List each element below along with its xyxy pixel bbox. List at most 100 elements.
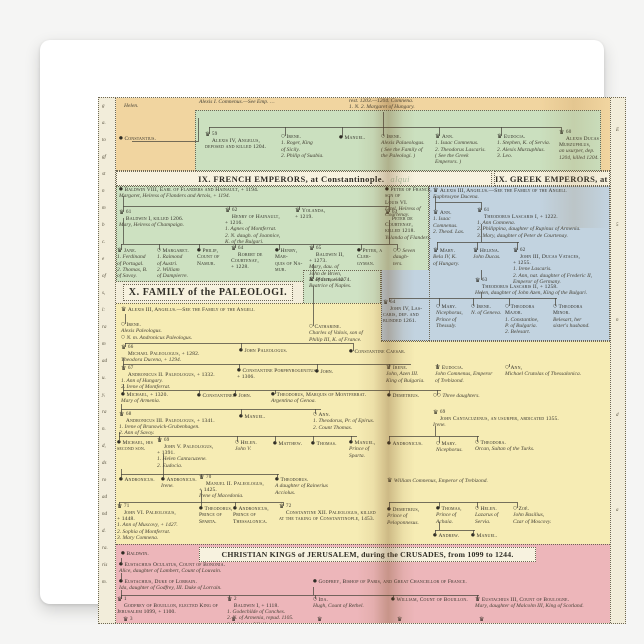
- person-name: Manuel.: [244, 414, 266, 420]
- person-details: Mary of Armenia.: [121, 398, 161, 405]
- female-circle-icon: ○: [436, 441, 440, 446]
- connector-line: [351, 436, 352, 442]
- male-bullet-icon: ●: [349, 349, 353, 354]
- person-details: Beatrice of Naples.: [309, 283, 352, 290]
- person-name: Ann.: [318, 412, 331, 418]
- connector-line: [435, 202, 481, 203]
- person-name: Irene.: [286, 134, 301, 140]
- person-name: Theodorus Lascaris I, + 1222.: [483, 213, 558, 220]
- person-details: an usurper, dep. 1204, killed 1204.: [559, 148, 599, 161]
- connector-line: [121, 595, 479, 596]
- person-details: Belesart, her sister's husband.: [553, 316, 590, 329]
- connector-line: [119, 502, 120, 506]
- male-bullet-icon: ●: [391, 597, 395, 602]
- connector-line: [389, 220, 390, 244]
- tree-node-paleologi: ○ Helen. John V.: [235, 440, 267, 453]
- connector-line: [201, 474, 202, 477]
- crown-icon: ♛: [387, 477, 393, 484]
- connector-line: [121, 404, 122, 409]
- person-name: Philip, + 1274.: [315, 277, 352, 283]
- crown-icon: ♛: [119, 411, 125, 418]
- ruler-number: 1: [124, 597, 127, 602]
- tree-node-top: ♛ Ann. 1. Isaac Comnenus. 2. Theodorus Las…: [435, 134, 493, 166]
- person-details: 1. Ann of Hungary. 2. Irene of Montferra…: [121, 378, 171, 391]
- tree-node-french: ♛ Philip, + 1274. Beatrice of Naples.: [309, 277, 373, 290]
- tree-node-greek: ♛ Mary. Bela IV, K. of Hungary.: [433, 248, 471, 267]
- person-name: Theodorus Lascaris II, + 1258.: [481, 283, 558, 290]
- male-bullet-icon: ●: [119, 187, 123, 192]
- person-details: Helen, daughter of John Azen, King of th…: [475, 290, 588, 297]
- connector-line: [473, 298, 474, 306]
- person-details: Prince of Peloponnesus.: [387, 513, 419, 526]
- person-details: John Ducas.: [473, 254, 501, 261]
- tree-node-paleologi: ♛ 71 John VI. Paleologus, + 1448. 1. Ann of…: [117, 504, 207, 542]
- person-name: Henry, Mar- quis of Na- mur.: [275, 248, 303, 273]
- person-details: Seven daugh- ters.: [393, 248, 416, 267]
- person-name: Andronicus, Prince of Thessalonica.: [233, 506, 269, 525]
- connector-line: [437, 390, 438, 395]
- person-name: John Paleologus.: [244, 348, 288, 354]
- crown-icon: ♛: [121, 306, 127, 313]
- connector-line: [439, 436, 440, 443]
- tree-node-paleologi: ● Theodorus. A daughter of Rainerius Accio…: [275, 477, 357, 496]
- tree-node-french: ♛ Yolanda, + 1219.: [295, 208, 331, 221]
- tree-node-jerusalem: ● Baldwin.: [121, 551, 161, 557]
- person-details: Euphrosyne Ducena.: [433, 194, 479, 201]
- person-details: 1. Roger, King of Sicily. 2. Philip of S…: [281, 140, 324, 159]
- tree-node-paleologi: ● Demetrius.: [387, 393, 429, 399]
- connector-line: [477, 242, 478, 250]
- crown-icon: ♛: [157, 437, 163, 444]
- male-bullet-icon: ●: [199, 506, 203, 511]
- connector-line: [159, 436, 160, 440]
- connector-line: [119, 436, 120, 442]
- tree-node-paleologi: ● Michael, his second son.: [117, 440, 159, 453]
- person-details: Alexis Palaeologus. ( See the Family of …: [381, 140, 425, 159]
- person-name: John V. Paleologus, + 1391.: [157, 443, 214, 457]
- connector-line: [285, 127, 286, 136]
- person-name: Ida.: [318, 597, 329, 603]
- crown-icon: ♛: [473, 247, 479, 254]
- paleologi-title-text: X. FAMILY of the PALEOLOGI.: [128, 287, 288, 298]
- connector-line: [299, 206, 300, 210]
- person-name: Henry of Hainault, + 1216.: [225, 213, 280, 227]
- connector-line: [275, 436, 276, 443]
- tree-node-top: Alexis I. Comnenus.—See Emp. …: [199, 99, 359, 105]
- tree-node-paleologi: ● Constantine.: [197, 393, 239, 399]
- person-name: Irene.: [126, 322, 141, 328]
- connector-line: [229, 206, 230, 210]
- tree-node-paleologi: ○ N. m. Andronicus Paleologus.: [121, 335, 231, 341]
- margin-letter-fragment: n: [616, 318, 619, 323]
- tree-node-greek: ○ Irene. N. of Geneva.: [471, 304, 507, 317]
- margin-letter-fragment: n.: [102, 427, 106, 432]
- crown-icon: ♛: [317, 616, 323, 623]
- connector-line: [163, 474, 164, 479]
- tree-node-jerusalem: ● Eustachius Oculatus, Count of Bononia. A…: [119, 562, 319, 575]
- connector-line: [477, 502, 478, 508]
- female-circle-icon: ○: [121, 322, 125, 327]
- male-bullet-icon: ●: [273, 441, 277, 446]
- person-details: Alexis Paleologus.: [121, 328, 162, 335]
- person-name: Baldwin VIII, Earl of Flanders and Haina…: [124, 187, 259, 193]
- tree-node-paleologi: ● Andronicus. Irene.: [161, 477, 205, 490]
- person-name: Peter de Courtenay, killed 1218.: [385, 215, 415, 235]
- person-details: John V.: [235, 446, 252, 453]
- connector-line: [439, 522, 440, 530]
- crown-icon: ♛: [433, 209, 439, 216]
- person-details: 1. Helen Cantacuzene. 2. Eudocia.: [157, 456, 207, 469]
- male-bullet-icon: ●: [197, 393, 201, 398]
- tree-node-french: ● Henry, Mar- quis of Na- mur.: [275, 248, 309, 273]
- connector-line: [237, 436, 238, 442]
- female-circle-icon: ○: [505, 304, 509, 309]
- connector-line: [121, 595, 122, 599]
- tree-node-top: rest. 1203.—1204. Comnena. 1. N. 2. Marg…: [349, 98, 479, 111]
- female-circle-icon: ○: [471, 304, 475, 309]
- male-bullet-icon: ●: [357, 248, 361, 253]
- connector-line: [279, 244, 280, 250]
- tree-node-greek: ♛ Helena. John Ducas.: [473, 248, 511, 261]
- connector-line: [397, 244, 398, 250]
- french-emperors-panel: [116, 186, 429, 282]
- ruler-number: 66: [128, 345, 134, 350]
- margin-letter-fragment: ra: [102, 325, 107, 330]
- crown-icon: ♛: [295, 207, 301, 214]
